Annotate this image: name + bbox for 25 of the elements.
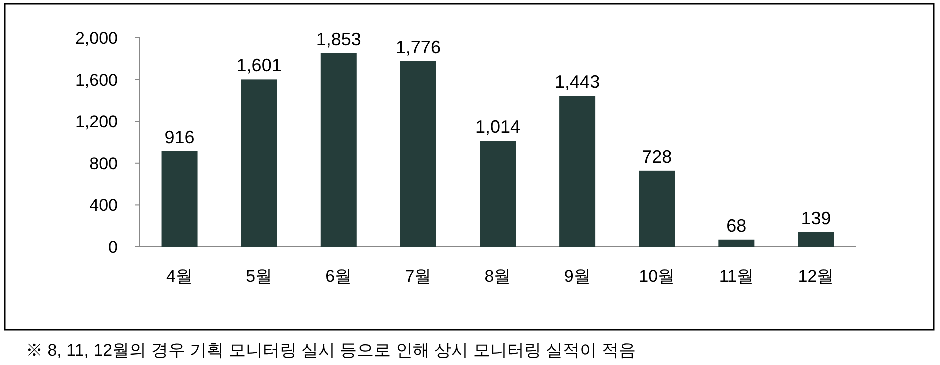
x-tick-label: 7월 <box>405 267 432 286</box>
data-label: 728 <box>642 146 672 167</box>
x-tick-label: 6월 <box>326 267 352 286</box>
data-label: 1,443 <box>555 72 600 92</box>
x-tick-label: 11월 <box>719 267 754 286</box>
x-tick-label: 4월 <box>166 267 194 286</box>
x-tick-label: 9월 <box>564 267 591 286</box>
data-label: 1,853 <box>316 29 362 50</box>
x-tick-label: 5월 <box>246 267 273 286</box>
y-tick-label: 2,000 <box>75 29 118 48</box>
data-label: 916 <box>164 127 195 148</box>
data-label: 1,014 <box>475 117 521 138</box>
x-tick-label: 12월 <box>798 267 834 286</box>
x-tick-label: 10월 <box>639 267 676 286</box>
data-label: 139 <box>801 208 832 228</box>
data-label: 1,601 <box>236 56 282 76</box>
data-label: 68 <box>726 216 747 236</box>
data-label: 1,776 <box>396 37 441 58</box>
y-tick-label: 1,200 <box>75 112 118 132</box>
y-tick-label: 400 <box>90 196 118 216</box>
y-tick-label: 1,600 <box>75 70 118 90</box>
x-tick-label: 8월 <box>484 267 512 286</box>
text: ※ 8, 11, 12월의 경우 기획 모니터링 실시 등으로 인해 상시 모니터링 실적이 적음 <box>26 341 636 360</box>
y-tick-label: 0 <box>108 238 118 257</box>
y-tick-label: 800 <box>90 154 118 174</box>
